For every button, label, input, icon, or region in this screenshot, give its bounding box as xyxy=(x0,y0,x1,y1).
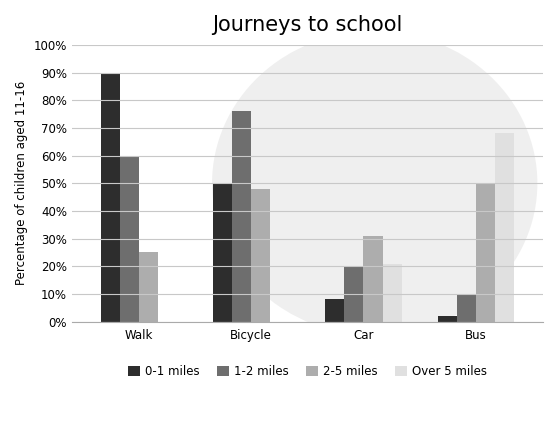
Bar xyxy=(325,299,344,321)
Bar xyxy=(383,264,402,321)
Ellipse shape xyxy=(212,31,537,336)
Bar xyxy=(363,236,383,321)
Bar xyxy=(475,183,495,321)
Legend: 0-1 miles, 1-2 miles, 2-5 miles, Over 5 miles: 0-1 miles, 1-2 miles, 2-5 miles, Over 5 … xyxy=(123,361,491,383)
Bar xyxy=(344,266,363,321)
Bar xyxy=(495,134,514,321)
Title: Journeys to school: Journeys to school xyxy=(212,15,402,35)
Y-axis label: Percentage of children aged 11-16: Percentage of children aged 11-16 xyxy=(15,81,28,285)
Bar xyxy=(456,294,475,321)
Bar xyxy=(139,252,158,321)
Bar xyxy=(213,183,232,321)
Bar xyxy=(120,156,139,321)
Bar xyxy=(232,111,251,321)
Bar xyxy=(251,189,271,321)
Bar xyxy=(437,316,456,321)
Bar xyxy=(101,73,120,321)
